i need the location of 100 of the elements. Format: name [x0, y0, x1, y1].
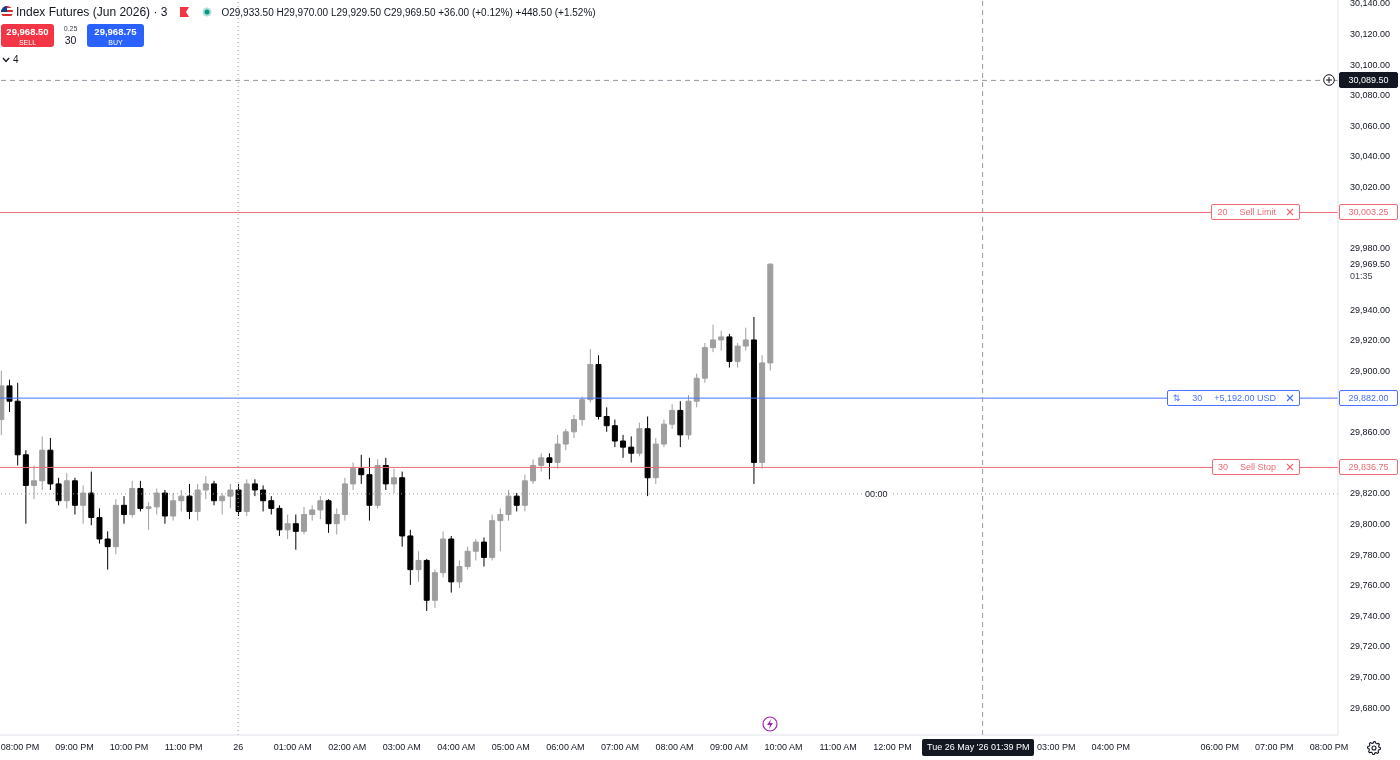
x-tick-label: 08:00 PM [0, 742, 40, 753]
x-tick-label: 11:00 PM [164, 742, 203, 753]
candlestick [276, 504, 283, 537]
x-tick-label: 07:00 PM [1255, 742, 1294, 753]
candlestick [669, 403, 676, 430]
x-tick-label: 10:00 AM [764, 742, 803, 753]
candlestick [161, 489, 168, 525]
y-tick-label: 30,120.00 [1350, 28, 1391, 39]
candlestick [309, 504, 316, 522]
x-tick-label: 06:00 AM [546, 742, 585, 753]
candlestick [6, 379, 13, 413]
candlestick [39, 435, 46, 491]
candlestick [104, 530, 111, 571]
candlestick [121, 495, 128, 525]
y-tick-label: 29,860.00 [1350, 427, 1391, 438]
ref-line-label: 30,003.25 [1348, 207, 1389, 218]
candlestick [480, 536, 487, 568]
order-tag: 30 Sell Stop [1211, 459, 1300, 476]
candlestick [0, 370, 5, 436]
candlestick [595, 354, 602, 421]
x-tick-label: 12:00 PM [873, 742, 912, 753]
order-tag: ⇅ 30 +5,192.00 USD [1166, 390, 1300, 407]
candlestick [440, 530, 447, 578]
x-tick-label: 01:00 AM [273, 742, 312, 753]
y-tick-label: 30,040.00 [1350, 151, 1391, 162]
y-tick-label: 30,140.00 [1350, 0, 1391, 9]
y-tick-label: 29,700.00 [1350, 672, 1391, 683]
candlestick [603, 406, 610, 433]
candlestick [415, 550, 422, 583]
candlestick [570, 414, 577, 439]
candlestick [611, 419, 618, 448]
y-tick-label: 30,080.00 [1350, 90, 1391, 101]
candlestick [750, 316, 757, 485]
candlestick [137, 480, 144, 512]
candlestick [513, 492, 520, 512]
candlestick [260, 484, 267, 512]
y-tick-label: 30,020.00 [1350, 182, 1391, 193]
annotation: +5,192.00 USD [1214, 392, 1276, 406]
y-tick-label: 30,100.00 [1350, 59, 1391, 70]
candlestick [562, 428, 569, 451]
candlestick [145, 501, 152, 531]
x-tick-label: 07:00 AM [600, 742, 639, 753]
x-tick-label: 02:00 AM [328, 742, 367, 753]
candlestick [701, 342, 708, 384]
x-tick-label: 11:00 AM [819, 742, 857, 753]
ref-line-label: 29,882.00 [1348, 393, 1389, 404]
y-tick-label: 29,780.00 [1350, 549, 1391, 560]
candlestick [497, 507, 504, 552]
x-tick-label: 03:00 PM [1036, 742, 1076, 753]
candlestick [55, 477, 62, 506]
annotation: 00:00 [865, 488, 888, 499]
chart-title: Index Futures (Jun 2026) · 3 [16, 5, 168, 19]
y-tick-label: 29,720.00 [1350, 641, 1391, 652]
candlestick [546, 452, 553, 480]
candlestick [742, 327, 749, 352]
annotation: 30 [1217, 461, 1228, 475]
annotation: 30 [64, 34, 77, 47]
candlestick [22, 449, 29, 525]
candlestick [767, 262, 774, 372]
candlestick [112, 498, 119, 555]
x-tick-label: 04:00 AM [437, 742, 476, 753]
candlestick [710, 324, 717, 353]
x-tick-label: 10:00 PM [109, 742, 149, 753]
candlestick [718, 330, 725, 352]
candlestick [382, 457, 389, 491]
candlestick [14, 382, 21, 466]
candlestick [235, 483, 242, 517]
candlestick [685, 394, 692, 440]
candlestick [587, 348, 594, 404]
candlestick [530, 458, 537, 485]
annotation: 29,968.75 [94, 26, 137, 37]
candlestick [358, 454, 365, 485]
candlestick [652, 437, 659, 485]
candlestick [759, 354, 766, 470]
candlestick [301, 506, 307, 535]
candlestick [284, 514, 291, 540]
order-tag: 20 Sell Limit [1211, 204, 1300, 221]
annotation: 30 [1192, 392, 1203, 406]
x-tick-label: 09:00 PM [55, 742, 94, 753]
ref-line-label: 29,836.75 [1348, 462, 1389, 473]
candlestick [292, 514, 299, 551]
ref-line-label: Tue 26 May '26 01:39 PM [926, 742, 1030, 752]
candlestick [472, 538, 479, 561]
candlestick [554, 434, 561, 470]
text: 01:35 [1350, 271, 1373, 282]
candlestick [407, 529, 414, 586]
text: O29,933.50 H29,970.00 L29,929.50 C29,969.50 +36.00 (+0.12%) +448.50 (+1.52%) [221, 6, 596, 18]
annotation: Sell Stop [1239, 461, 1276, 475]
candlestick [333, 507, 340, 535]
annotation: 4 [13, 54, 19, 65]
candlestick [88, 471, 95, 526]
candlestick [448, 535, 455, 594]
annotation: 29,968.50 [6, 26, 49, 37]
annotation: 20 [1217, 206, 1228, 220]
annotation: ⇅ [1172, 392, 1181, 406]
candlestick [677, 400, 684, 448]
ref-line-label: 30,089.50 [1348, 75, 1389, 86]
y-tick-label: 29,680.00 [1350, 702, 1391, 713]
y-tick-label: 29,740.00 [1350, 610, 1391, 621]
x-tick-label: 08:00 AM [655, 742, 694, 753]
